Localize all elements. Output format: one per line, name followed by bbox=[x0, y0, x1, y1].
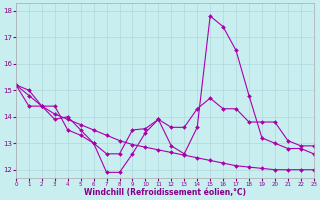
X-axis label: Windchill (Refroidissement éolien,°C): Windchill (Refroidissement éolien,°C) bbox=[84, 188, 246, 197]
